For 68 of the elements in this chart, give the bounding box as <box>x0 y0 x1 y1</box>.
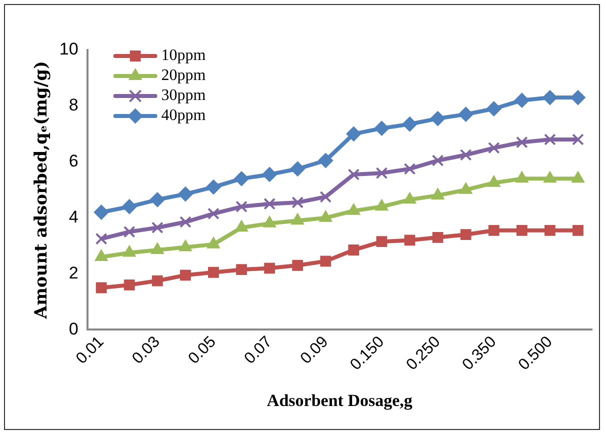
point <box>348 244 360 256</box>
point <box>404 162 416 175</box>
point <box>544 224 556 236</box>
point <box>320 256 332 267</box>
y-tick-label: 8 <box>68 96 78 115</box>
point <box>180 270 191 281</box>
point <box>262 166 278 182</box>
point <box>206 180 221 195</box>
x-axis-title: Adsorbent Dosage,g <box>266 391 413 410</box>
point <box>374 120 390 136</box>
point <box>178 186 193 202</box>
point <box>179 216 192 228</box>
y-tick-label: 10 <box>59 40 78 59</box>
point <box>516 136 528 148</box>
y-tick-label: 6 <box>68 152 78 171</box>
point <box>122 199 137 214</box>
y-axis-title: Amount adsorbed,qₑ(mg/g) <box>32 60 52 320</box>
point <box>208 208 220 220</box>
point <box>432 232 444 243</box>
point <box>208 266 219 278</box>
point <box>348 168 360 180</box>
point <box>542 90 558 106</box>
point <box>570 90 586 106</box>
point <box>264 198 276 210</box>
point <box>460 148 472 161</box>
point <box>430 111 446 126</box>
point <box>458 106 474 122</box>
point <box>488 224 500 236</box>
point <box>290 161 306 176</box>
point <box>572 134 584 146</box>
point <box>320 190 332 203</box>
point <box>544 134 556 146</box>
y-tick-label: 4 <box>68 208 78 227</box>
point <box>123 226 136 238</box>
point <box>95 232 108 245</box>
point <box>96 282 107 294</box>
point <box>404 234 416 246</box>
point <box>264 262 276 274</box>
point <box>376 236 388 248</box>
point <box>150 192 165 208</box>
point <box>292 196 304 208</box>
point <box>346 126 362 142</box>
point <box>460 229 472 240</box>
x-tick-label: 0.03 <box>129 333 164 368</box>
legend-label: 40ppm <box>161 107 206 124</box>
point <box>318 152 334 168</box>
point <box>514 92 530 108</box>
point <box>376 167 388 180</box>
point <box>432 154 444 166</box>
point <box>236 264 247 276</box>
point <box>124 280 135 290</box>
point <box>516 224 528 236</box>
point <box>292 260 304 271</box>
legend-label: 30ppm <box>161 87 206 104</box>
point <box>152 275 163 286</box>
point <box>234 171 250 186</box>
x-tick-label: 0.09 <box>298 333 332 368</box>
legend-label: 10ppm <box>161 47 206 64</box>
y-tick-label: 0 <box>68 319 78 338</box>
point <box>151 222 164 234</box>
y-tick-label: 2 <box>68 263 78 282</box>
point <box>486 101 502 116</box>
legend-label: 20ppm <box>161 67 206 84</box>
point <box>572 224 584 236</box>
point <box>236 200 248 213</box>
point <box>488 142 500 154</box>
point <box>94 204 109 220</box>
point <box>402 116 418 132</box>
